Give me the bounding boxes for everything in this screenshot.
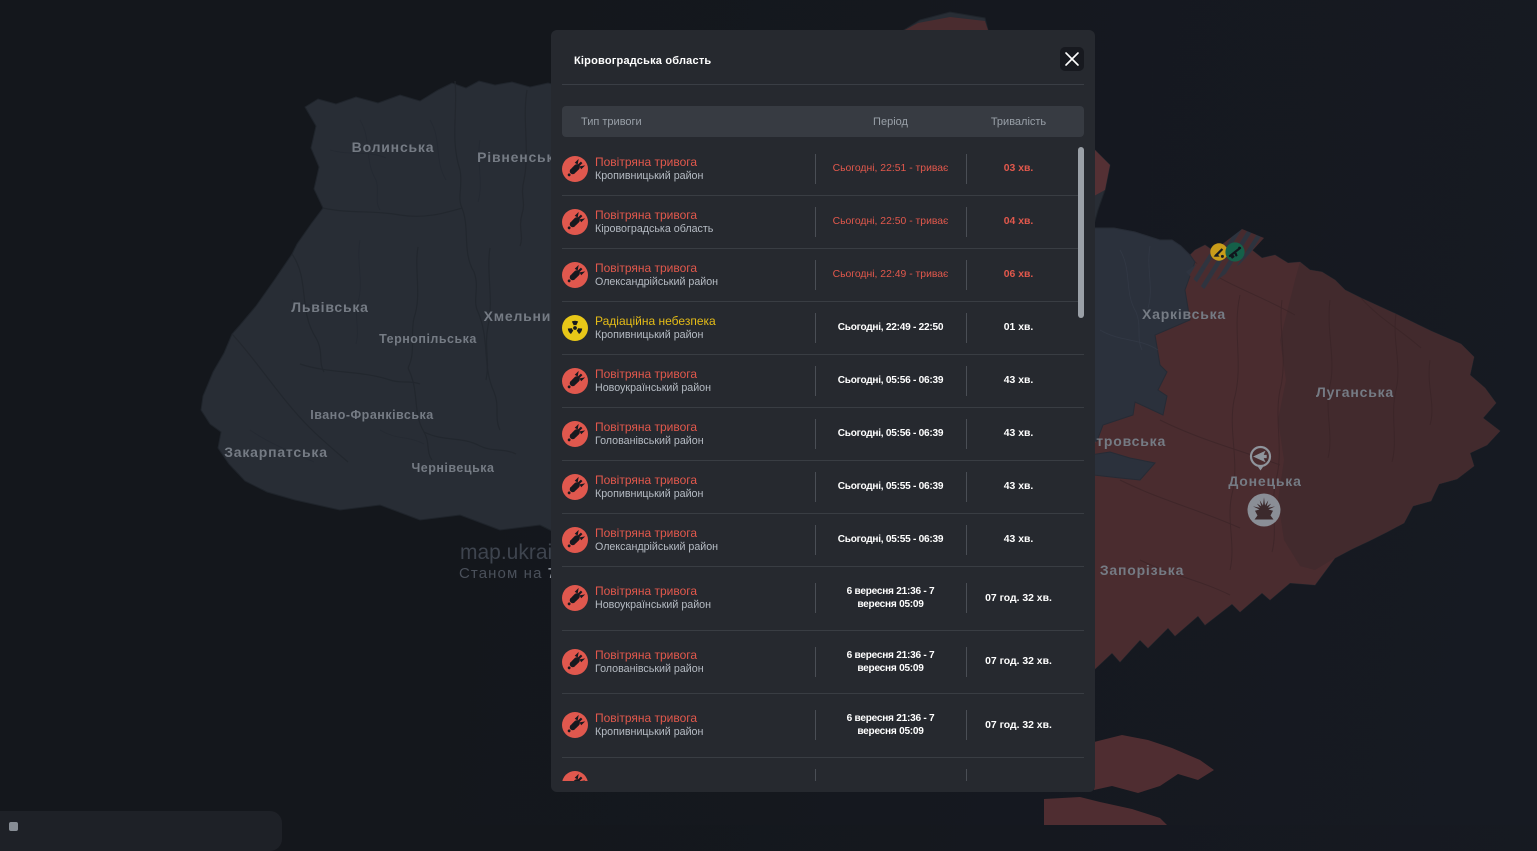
svg-text:Івано-Франківська: Івано-Франківська	[310, 408, 434, 422]
svg-text:Чернівецька: Чернівецька	[412, 461, 495, 475]
svg-text:Рівненська: Рівненська	[477, 149, 563, 165]
svg-text:Луганська: Луганська	[1316, 384, 1394, 400]
svg-text:Запорізька: Запорізька	[1100, 562, 1184, 578]
svg-text:Тернопільська: Тернопільська	[379, 332, 477, 346]
svg-text:Львівська: Львівська	[291, 299, 369, 315]
svg-text:Волинська: Волинська	[352, 139, 435, 155]
svg-text:Донецька: Донецька	[1228, 473, 1301, 489]
svg-text:Харківська: Харківська	[1142, 306, 1226, 322]
svg-text:Закарпатська: Закарпатська	[224, 444, 328, 460]
